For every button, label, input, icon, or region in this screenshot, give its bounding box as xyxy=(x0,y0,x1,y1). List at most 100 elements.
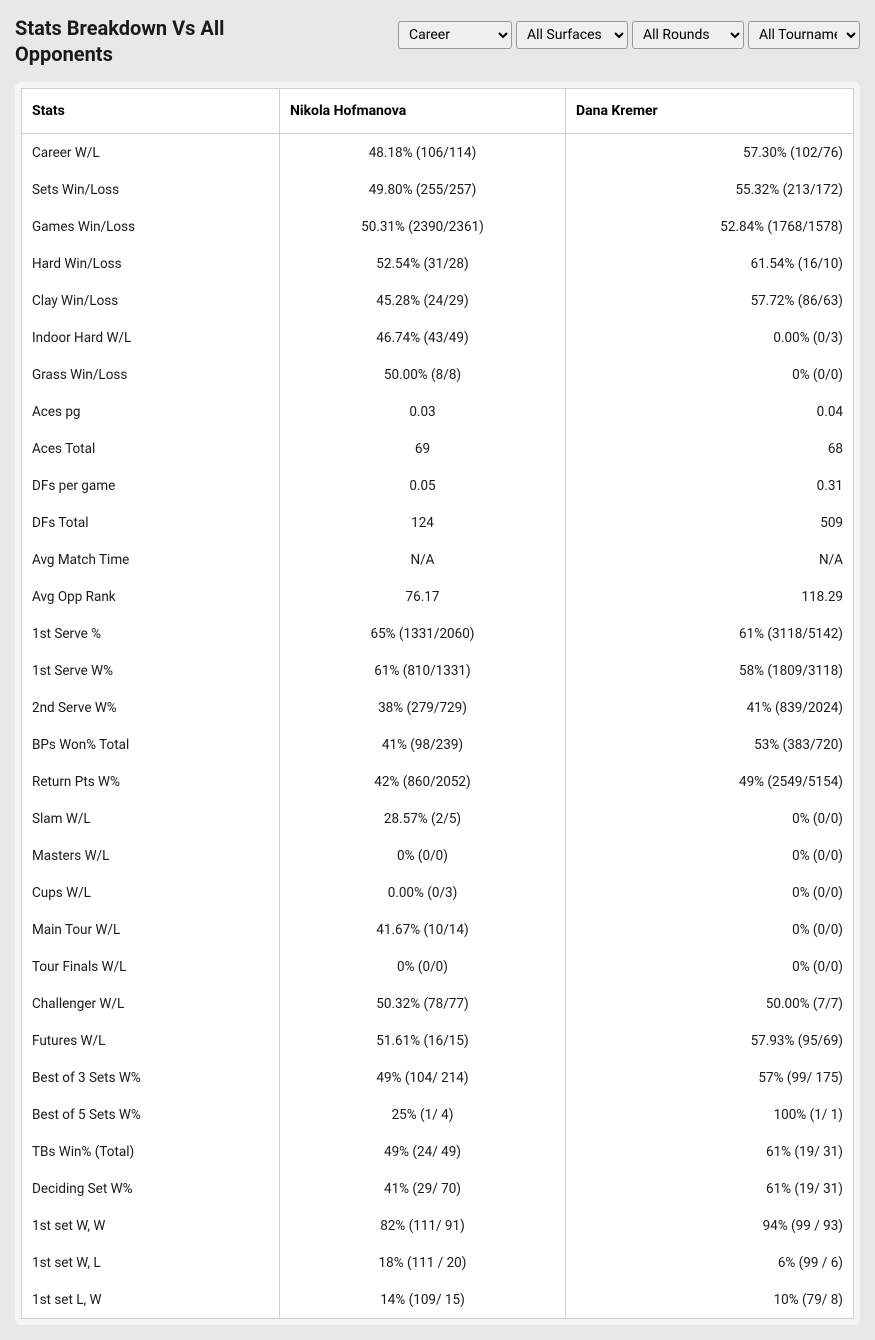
stat-label: Deciding Set W% xyxy=(22,1170,280,1207)
stat-label: Indoor Hard W/L xyxy=(22,319,280,356)
player1-value: 82% (111/ 91) xyxy=(280,1207,566,1244)
player2-value: 61% (19/ 31) xyxy=(566,1170,854,1207)
col-header-stats: Stats xyxy=(22,89,280,134)
table-row: 2nd Serve W%38% (279/729)41% (839/2024) xyxy=(22,689,854,726)
player2-value: 49% (2549/5154) xyxy=(566,763,854,800)
player1-value: 49% (24/ 49) xyxy=(280,1133,566,1170)
player2-value: 0.00% (0/3) xyxy=(566,319,854,356)
player1-value: 41.67% (10/14) xyxy=(280,911,566,948)
stat-label: Best of 5 Sets W% xyxy=(22,1096,280,1133)
surface-select[interactable]: All Surfaces xyxy=(516,21,628,49)
table-row: TBs Win% (Total)49% (24/ 49)61% (19/ 31) xyxy=(22,1133,854,1170)
table-row: Grass Win/Loss50.00% (8/8)0% (0/0) xyxy=(22,356,854,393)
table-row: Aces Total6968 xyxy=(22,430,854,467)
table-row: 1st Serve W%61% (810/1331)58% (1809/3118… xyxy=(22,652,854,689)
player2-value: 0% (0/0) xyxy=(566,837,854,874)
header: Stats Breakdown Vs All Opponents Career … xyxy=(15,15,860,67)
stat-label: Cups W/L xyxy=(22,874,280,911)
stat-label: DFs Total xyxy=(22,504,280,541)
stat-label: Challenger W/L xyxy=(22,985,280,1022)
stat-label: Sets Win/Loss xyxy=(22,171,280,208)
player2-value: 0% (0/0) xyxy=(566,911,854,948)
player1-value: 0.03 xyxy=(280,393,566,430)
filters-bar: Career All Surfaces All Rounds All Tourn… xyxy=(398,21,860,49)
stat-label: 2nd Serve W% xyxy=(22,689,280,726)
table-row: 1st set W, L18% (111 / 20)6% (99 / 6) xyxy=(22,1244,854,1281)
player1-value: 18% (111 / 20) xyxy=(280,1244,566,1281)
player1-value: 65% (1331/2060) xyxy=(280,615,566,652)
player1-value: 0.05 xyxy=(280,467,566,504)
player2-value: 57.72% (86/63) xyxy=(566,282,854,319)
stat-label: Career W/L xyxy=(22,134,280,172)
player2-value: 68 xyxy=(566,430,854,467)
player2-value: 118.29 xyxy=(566,578,854,615)
player1-value: 45.28% (24/29) xyxy=(280,282,566,319)
player1-value: 48.18% (106/114) xyxy=(280,134,566,172)
player2-value: N/A xyxy=(566,541,854,578)
career-select[interactable]: Career xyxy=(398,21,512,49)
player2-value: 57.30% (102/76) xyxy=(566,134,854,172)
rounds-select[interactable]: All Rounds xyxy=(632,21,744,49)
player2-value: 58% (1809/3118) xyxy=(566,652,854,689)
player2-value: 0% (0/0) xyxy=(566,874,854,911)
table-row: Sets Win/Loss49.80% (255/257)55.32% (213… xyxy=(22,171,854,208)
stat-label: TBs Win% (Total) xyxy=(22,1133,280,1170)
table-row: Aces pg0.030.04 xyxy=(22,393,854,430)
stat-label: 1st Serve % xyxy=(22,615,280,652)
stat-label: 1st set W, W xyxy=(22,1207,280,1244)
stat-label: 1st Serve W% xyxy=(22,652,280,689)
player2-value: 61.54% (16/10) xyxy=(566,245,854,282)
table-row: Indoor Hard W/L46.74% (43/49)0.00% (0/3) xyxy=(22,319,854,356)
stat-label: Avg Opp Rank xyxy=(22,578,280,615)
table-row: BPs Won% Total41% (98/239)53% (383/720) xyxy=(22,726,854,763)
player2-value: 52.84% (1768/1578) xyxy=(566,208,854,245)
stat-label: 1st set L, W xyxy=(22,1281,280,1319)
stat-label: Tour Finals W/L xyxy=(22,948,280,985)
stat-label: Aces pg xyxy=(22,393,280,430)
player2-value: 100% (1/ 1) xyxy=(566,1096,854,1133)
stat-label: DFs per game xyxy=(22,467,280,504)
player2-value: 0% (0/0) xyxy=(566,356,854,393)
stat-label: Aces Total xyxy=(22,430,280,467)
stat-label: Futures W/L xyxy=(22,1022,280,1059)
player1-value: 49% (104/ 214) xyxy=(280,1059,566,1096)
table-row: DFs per game0.050.31 xyxy=(22,467,854,504)
col-header-player1: Nikola Hofmanova xyxy=(280,89,566,134)
player1-value: 0.00% (0/3) xyxy=(280,874,566,911)
player2-value: 509 xyxy=(566,504,854,541)
player1-value: 69 xyxy=(280,430,566,467)
player1-value: 41% (98/239) xyxy=(280,726,566,763)
player2-value: 53% (383/720) xyxy=(566,726,854,763)
player1-value: 76.17 xyxy=(280,578,566,615)
table-row: Best of 3 Sets W%49% (104/ 214)57% (99/ … xyxy=(22,1059,854,1096)
table-row: 1st set L, W14% (109/ 15)10% (79/ 8) xyxy=(22,1281,854,1319)
table-row: Cups W/L0.00% (0/3)0% (0/0) xyxy=(22,874,854,911)
player2-value: 61% (19/ 31) xyxy=(566,1133,854,1170)
page-title: Stats Breakdown Vs All Opponents xyxy=(15,15,315,67)
player2-value: 41% (839/2024) xyxy=(566,689,854,726)
player2-value: 50.00% (7/7) xyxy=(566,985,854,1022)
player1-value: 61% (810/1331) xyxy=(280,652,566,689)
player1-value: 14% (109/ 15) xyxy=(280,1281,566,1319)
table-row: Masters W/L0% (0/0)0% (0/0) xyxy=(22,837,854,874)
player1-value: 42% (860/2052) xyxy=(280,763,566,800)
stat-label: Hard Win/Loss xyxy=(22,245,280,282)
table-row: Return Pts W%42% (860/2052)49% (2549/515… xyxy=(22,763,854,800)
player1-value: 0% (0/0) xyxy=(280,948,566,985)
player2-value: 0% (0/0) xyxy=(566,800,854,837)
stat-label: Avg Match Time xyxy=(22,541,280,578)
player1-value: 124 xyxy=(280,504,566,541)
player1-value: 50.00% (8/8) xyxy=(280,356,566,393)
table-row: Deciding Set W%41% (29/ 70)61% (19/ 31) xyxy=(22,1170,854,1207)
table-row: Slam W/L28.57% (2/5)0% (0/0) xyxy=(22,800,854,837)
col-header-player2: Dana Kremer xyxy=(566,89,854,134)
table-row: Career W/L48.18% (106/114)57.30% (102/76… xyxy=(22,134,854,172)
player1-value: 38% (279/729) xyxy=(280,689,566,726)
table-header-row: Stats Nikola Hofmanova Dana Kremer xyxy=(22,89,854,134)
player2-value: 0% (0/0) xyxy=(566,948,854,985)
tournament-select[interactable]: All Tournaments xyxy=(748,21,860,49)
table-row: Clay Win/Loss45.28% (24/29)57.72% (86/63… xyxy=(22,282,854,319)
player1-value: 46.74% (43/49) xyxy=(280,319,566,356)
table-row: Avg Opp Rank76.17118.29 xyxy=(22,578,854,615)
player2-value: 57% (99/ 175) xyxy=(566,1059,854,1096)
